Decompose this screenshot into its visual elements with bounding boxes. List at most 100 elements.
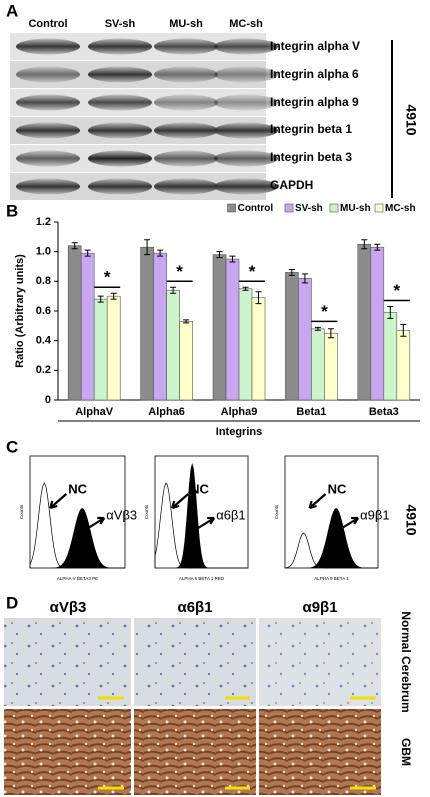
band — [154, 150, 218, 167]
error-bar — [84, 249, 91, 257]
bar — [93, 298, 108, 401]
bar — [106, 295, 121, 401]
error-bar — [110, 292, 117, 300]
band — [16, 38, 80, 55]
bar — [324, 332, 338, 401]
error-bar — [242, 286, 249, 291]
x-tick-label: Beta3 — [369, 406, 399, 418]
axis-caption: ALPHA V BETA3 PE — [57, 576, 98, 581]
bar — [166, 289, 180, 401]
y-tick-label: 0 — [45, 394, 51, 406]
band — [154, 38, 218, 55]
error-bar — [170, 286, 177, 294]
legend: Control SV-sh MU-sh MC-sh — [227, 203, 416, 214]
lane-label: Control — [28, 18, 67, 30]
protein-label: GAPDH — [270, 178, 313, 192]
y-tick-label: 1.2 — [36, 216, 51, 228]
band — [88, 38, 152, 55]
bar — [396, 329, 411, 401]
error-bar — [71, 242, 78, 250]
band — [16, 94, 80, 111]
error-bar — [374, 243, 381, 251]
axis-caption: ALPHA 9 BETA 1 — [314, 576, 349, 581]
band — [154, 66, 218, 83]
row-label: Normal Cerebrum — [399, 611, 413, 712]
image — [259, 709, 381, 795]
bar — [370, 246, 385, 401]
y-axis-label: Ratio (Arbitrary units) — [14, 254, 26, 368]
lane-label: MC-sh — [229, 18, 263, 30]
protein-label: Integrin alpha 6 — [270, 67, 359, 81]
axis-caption: Counts — [274, 504, 279, 519]
band — [214, 178, 278, 195]
histology-images — [4, 618, 381, 795]
column-label: α6β1 — [177, 599, 212, 616]
image — [4, 618, 131, 706]
row-label: GBM — [399, 738, 413, 766]
band — [154, 94, 218, 111]
arrow — [197, 516, 216, 529]
western-blot — [10, 33, 278, 200]
band — [16, 150, 80, 167]
panel-letter: B — [6, 201, 18, 220]
error-bar — [288, 268, 295, 276]
protein-label: Integrin alpha V — [270, 39, 360, 53]
band — [214, 122, 278, 139]
cell-line: 4910 — [403, 504, 419, 535]
band — [214, 94, 278, 111]
y-tick-label: 0.6 — [36, 305, 51, 317]
bar — [311, 328, 325, 401]
marker-label: α6β1 — [216, 507, 245, 522]
column-label: α9β1 — [302, 599, 337, 616]
control-label: NC — [328, 481, 347, 496]
bar — [212, 254, 227, 401]
marker-label: αVβ3 — [106, 507, 137, 522]
x-tick-label: Alpha9 — [221, 406, 258, 418]
bar — [357, 243, 372, 401]
plot-frame — [154, 455, 249, 569]
arrow — [87, 516, 106, 529]
control-label: NC — [68, 481, 87, 496]
error-bar — [361, 239, 368, 250]
annotation: * — [393, 281, 400, 300]
band — [214, 66, 278, 83]
band — [88, 150, 152, 167]
column-label: αVβ3 — [50, 599, 87, 616]
legend-swatch — [329, 203, 339, 213]
error-bar — [255, 291, 262, 305]
cell-line: 4910 — [403, 104, 419, 135]
x-tick-label: AlphaV — [75, 406, 114, 418]
bar-chart: 0 0.2 0.4 0.6 0.8 1.0 1.2 Ratio (Arbitrary unit… — [14, 203, 420, 438]
annotation: * — [176, 262, 183, 281]
protein-label: Integrin beta 1 — [270, 122, 352, 136]
bar — [251, 297, 266, 401]
y-tick-label: 0.2 — [36, 364, 51, 376]
error-bar — [301, 273, 308, 284]
band — [214, 38, 278, 55]
protein-label: Integrin alpha 9 — [270, 95, 359, 109]
error-bar — [216, 251, 223, 259]
x-axis-label: Integrins — [216, 426, 262, 438]
image — [4, 709, 131, 795]
legend-label: MC-sh — [385, 203, 416, 214]
error-bar — [400, 323, 407, 337]
band — [214, 150, 278, 167]
stained-histogram — [30, 508, 125, 568]
flow-histograms: NC αVβ3 ALPHA V BETA3 PE Counts NC α6β1 ALPHA … — [19, 455, 390, 581]
legend-swatch — [284, 203, 294, 213]
band — [154, 178, 218, 195]
x-tick-label: Alpha6 — [148, 406, 185, 418]
arrow — [308, 493, 327, 510]
error-bar — [97, 295, 104, 303]
arrow — [49, 493, 67, 510]
band — [16, 122, 80, 139]
arrow — [341, 516, 360, 529]
error-bar — [183, 319, 190, 324]
band — [88, 122, 152, 139]
bar — [298, 278, 312, 401]
bar — [285, 272, 299, 401]
bar — [179, 321, 193, 401]
axis-caption: Counts — [144, 504, 149, 519]
annotation: * — [249, 262, 256, 281]
